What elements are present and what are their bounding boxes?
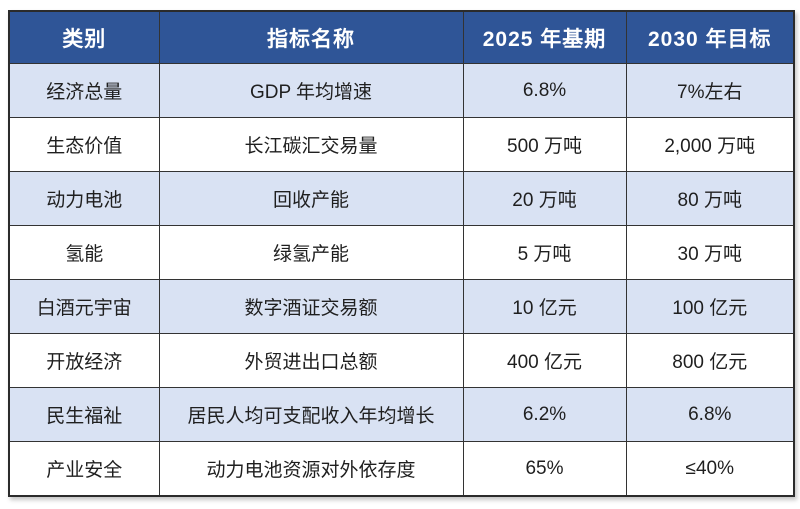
category-cell: 产业安全 (8, 441, 160, 497)
indicator-cell: 回收产能 (158, 171, 464, 226)
target-2030-cell: 100 亿元 (625, 279, 795, 334)
indicator-cell: 绿氢产能 (158, 225, 464, 280)
table-body: 经济总量 GDP 年均增速 6.8% 7%左右 生态价值 长江碳汇交易量 500… (8, 63, 795, 497)
base-2025-cell: 400 亿元 (462, 333, 627, 388)
target-2030-cell: 7%左右 (625, 63, 795, 118)
target-2030-cell: 80 万吨 (625, 171, 795, 226)
header-cell-target-2030: 2030 年目标 (625, 10, 795, 64)
target-2030-cell: 30 万吨 (625, 225, 795, 280)
table-row: 产业安全 动力电池资源对外依存度 65% ≤40% (8, 441, 795, 497)
base-2025-cell: 65% (462, 441, 627, 497)
target-2030-cell: 800 亿元 (625, 333, 795, 388)
base-2025-cell: 20 万吨 (462, 171, 627, 226)
base-2025-cell: 500 万吨 (462, 117, 627, 172)
base-2025-cell: 6.8% (462, 63, 627, 118)
base-2025-cell: 5 万吨 (462, 225, 627, 280)
indicator-cell: 数字酒证交易额 (158, 279, 464, 334)
table-header: 类别 指标名称 2025 年基期 2030 年目标 (8, 10, 795, 64)
category-cell: 氢能 (8, 225, 160, 280)
indicator-cell: GDP 年均增速 (158, 63, 464, 118)
header-cell-base-2025: 2025 年基期 (462, 10, 627, 64)
table-row: 氢能 绿氢产能 5 万吨 30 万吨 (8, 225, 795, 280)
indicator-cell: 居民人均可支配收入年均增长 (158, 387, 464, 442)
indicator-cell: 动力电池资源对外依存度 (158, 441, 464, 497)
indicator-cell: 外贸进出口总额 (158, 333, 464, 388)
target-2030-cell: ≤40% (625, 441, 795, 497)
base-2025-cell: 10 亿元 (462, 279, 627, 334)
table-row: 动力电池 回收产能 20 万吨 80 万吨 (8, 171, 795, 226)
category-cell: 白酒元宇宙 (8, 279, 160, 334)
category-cell: 民生福祉 (8, 387, 160, 442)
table-row: 开放经济 外贸进出口总额 400 亿元 800 亿元 (8, 333, 795, 388)
header-row: 类别 指标名称 2025 年基期 2030 年目标 (8, 10, 795, 64)
base-2025-cell: 6.2% (462, 387, 627, 442)
category-cell: 生态价值 (8, 117, 160, 172)
indicator-cell: 长江碳汇交易量 (158, 117, 464, 172)
category-cell: 开放经济 (8, 333, 160, 388)
table-row: 白酒元宇宙 数字酒证交易额 10 亿元 100 亿元 (8, 279, 795, 334)
table-row: 民生福祉 居民人均可支配收入年均增长 6.2% 6.8% (8, 387, 795, 442)
kpi-target-table: 类别 指标名称 2025 年基期 2030 年目标 经济总量 GDP 年均增速 … (8, 10, 795, 497)
table-row: 经济总量 GDP 年均增速 6.8% 7%左右 (8, 63, 795, 118)
header-cell-category: 类别 (8, 10, 160, 64)
header-cell-indicator: 指标名称 (158, 10, 464, 64)
category-cell: 动力电池 (8, 171, 160, 226)
target-2030-cell: 6.8% (625, 387, 795, 442)
table-row: 生态价值 长江碳汇交易量 500 万吨 2,000 万吨 (8, 117, 795, 172)
category-cell: 经济总量 (8, 63, 160, 118)
target-2030-cell: 2,000 万吨 (625, 117, 795, 172)
